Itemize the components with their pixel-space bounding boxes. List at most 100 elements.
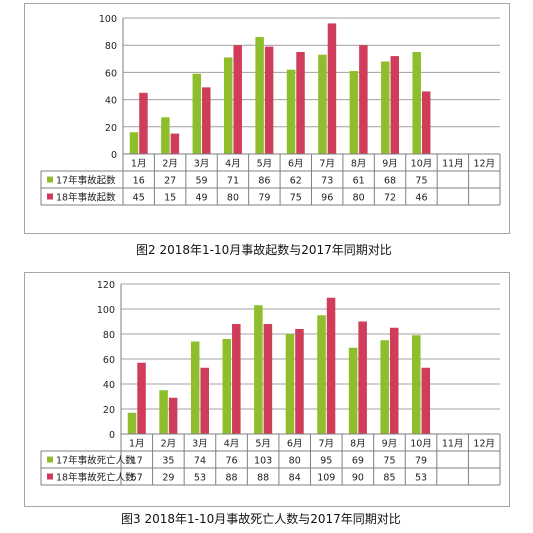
chart2-y-tick-label: 0 <box>109 430 115 441</box>
chart2-bar-series1-9 <box>380 340 389 434</box>
chart2-data-label-series1-7: 95 <box>320 456 332 467</box>
chart1-legend-swatch-1 <box>47 176 53 183</box>
chart1-bar-series1-5 <box>255 37 264 154</box>
chart2-data-label-series2-6: 84 <box>289 473 301 484</box>
chart2-bar-series2-9 <box>389 327 399 434</box>
chart1-bar-series1-3 <box>192 73 202 154</box>
chart1-x-tick-label: 9月 <box>382 159 398 170</box>
chart1-data-label-series2-3: 49 <box>195 193 207 204</box>
chart2-data-label-series1-3: 74 <box>194 456 206 467</box>
chart2-y-tick-label: 100 <box>97 305 115 316</box>
chart1-bar-series2-7 <box>327 23 337 154</box>
chart1-data-label-series1-1: 16 <box>133 176 145 187</box>
chart1-data-label-series2-1: 45 <box>133 193 145 204</box>
chart2-bar-series1-4 <box>222 339 232 434</box>
chart2-x-tick-label: 2月 <box>161 439 177 450</box>
chart2-bar-series1-5 <box>254 305 263 434</box>
chart1-legend-label-2: 18年事故起数 <box>56 192 116 204</box>
chart1-data-label-series1-5: 86 <box>258 176 270 187</box>
chart1-data-label-series1-6: 62 <box>290 176 302 187</box>
chart1-y-tick-label: 80 <box>105 41 117 52</box>
chart2-legend-label-1: 17年事故死亡人数 <box>56 455 135 467</box>
chart1-x-tick-label: 7月 <box>319 159 335 170</box>
chart1-x-tick-label: 2月 <box>162 159 178 170</box>
chart1-data-label-series2-5: 79 <box>258 193 270 204</box>
chart2-data-label-series2-2: 29 <box>162 473 174 484</box>
chart2-bar-series1-10 <box>412 335 421 434</box>
chart2-bar-series2-7 <box>326 297 336 434</box>
chart1-data-label-series1-10: 75 <box>415 176 427 187</box>
chart-death-count: 0 20 40 60 80 100 120 1月 2月 3月 4月 5月 6月 7月 8月 9月 10月 11月 1… <box>24 272 510 507</box>
chart2-bar-series1-7 <box>317 315 326 434</box>
chart1-data-label-series1-2: 27 <box>164 176 176 187</box>
chart1-bar-series1-2 <box>161 117 170 154</box>
chart-accident-count: 0 20 40 60 80 100 1月 2月 3月 4月 5月 6月 7月 8月 9月 10月 11月 12月 1… <box>24 3 510 234</box>
chart2-bar-series1-8 <box>348 347 358 434</box>
chart2-x-tick-label: 8月 <box>350 439 366 450</box>
death-count-chart-svg: 0 20 40 60 80 100 120 1月 2月 3月 4月 5月 6月 7月 8月 9月 10月 11月 1… <box>40 280 501 486</box>
chart1-data-label-series1-9: 68 <box>384 176 396 187</box>
chart2-y-tick-label: 40 <box>103 380 115 391</box>
chart1-legend-swatch-2 <box>47 193 53 200</box>
chart2-bar-series2-8 <box>358 321 367 434</box>
chart1-data-label-series2-6: 75 <box>290 193 302 204</box>
chart2-bar-series1-6 <box>285 334 295 434</box>
chart2-data-label-series2-8: 90 <box>352 473 364 484</box>
chart2-data-label-series1-5: 103 <box>254 456 272 467</box>
chart1-x-tick-label: 11月 <box>442 159 464 170</box>
chart1-bar-series2-9 <box>390 56 400 154</box>
chart2-bar-series1-2 <box>159 390 168 434</box>
chart1-data-label-series2-8: 80 <box>353 193 365 204</box>
chart1-bar-series1-6 <box>286 69 296 154</box>
chart2-bar-series2-10 <box>421 367 431 434</box>
chart2-data-label-series1-6: 80 <box>289 456 301 467</box>
chart2-bar-series2-3 <box>200 367 209 434</box>
chart2-data-label-series2-7: 109 <box>317 473 335 484</box>
chart1-bar-series2-4 <box>233 45 242 155</box>
chart2-bar-series1-1 <box>127 412 137 434</box>
chart2-data-label-series2-10: 53 <box>415 473 427 484</box>
chart2-legend-label-2: 18年事故死亡人数 <box>56 472 135 484</box>
chart2-y-tick-label: 120 <box>97 280 115 291</box>
figure-caption-3: 图3 2018年1-10月事故死亡人数与2017年同期对比 <box>121 512 401 526</box>
chart2-bar-series2-5 <box>263 324 273 434</box>
chart1-legend-label-1: 17年事故起数 <box>56 175 116 187</box>
chart1-bar-series1-8 <box>349 71 359 154</box>
chart2-x-tick-label: 7月 <box>319 439 335 450</box>
chart2-x-tick-label: 5月 <box>255 439 271 450</box>
chart1-bar-series1-7 <box>318 54 327 154</box>
chart1-bar-series1-4 <box>223 57 233 154</box>
chart1-data-label-series1-7: 73 <box>321 176 333 187</box>
chart2-data-label-series1-1: 17 <box>131 456 143 467</box>
chart2-x-tick-label: 4月 <box>224 439 240 450</box>
chart1-x-tick-label: 6月 <box>288 159 304 170</box>
chart2-x-tick-label: 9月 <box>382 439 398 450</box>
chart1-bar-series2-6 <box>296 52 305 154</box>
chart1-data-label-series2-9: 72 <box>384 193 396 204</box>
chart1-x-tick-label: 1月 <box>131 159 147 170</box>
chart1-x-tick-label: 10月 <box>411 159 433 170</box>
chart1-x-tick-label: 12月 <box>473 159 495 170</box>
chart2-data-label-series2-4: 88 <box>225 473 237 484</box>
chart1-data-label-series2-10: 46 <box>415 193 427 204</box>
chart1-bar-series2-10 <box>421 91 431 154</box>
chart2-data-label-series2-9: 85 <box>383 473 395 484</box>
chart2-bar-series2-4 <box>232 324 241 434</box>
chart1-data-label-series1-4: 71 <box>227 176 239 187</box>
chart1-x-tick-label: 3月 <box>194 159 210 170</box>
chart2-data-label-series2-1: 57 <box>131 473 143 484</box>
chart2-bar-series2-2 <box>168 397 178 434</box>
chart2-x-tick-label: 10月 <box>410 439 432 450</box>
chart1-data-label-series2-4: 80 <box>227 193 239 204</box>
chart2-bar-series2-1 <box>137 362 146 434</box>
chart1-y-tick-label: 100 <box>99 14 117 25</box>
chart2-x-tick-label: 1月 <box>129 439 145 450</box>
chart2-y-tick-label: 20 <box>103 405 115 416</box>
accident-count-chart-svg: 0 20 40 60 80 100 1月 2月 3月 4月 5月 6月 7月 8月 9月 10月 11月 12月 1… <box>40 14 501 206</box>
chart1-data-label-series1-8: 61 <box>353 176 365 187</box>
chart1-data-label-series2-2: 15 <box>164 193 176 204</box>
chart2-data-label-series1-8: 69 <box>352 456 364 467</box>
chart2-x-tick-label: 6月 <box>287 439 303 450</box>
chart2-data-label-series1-2: 35 <box>162 456 174 467</box>
chart1-x-tick-label: 8月 <box>351 159 367 170</box>
